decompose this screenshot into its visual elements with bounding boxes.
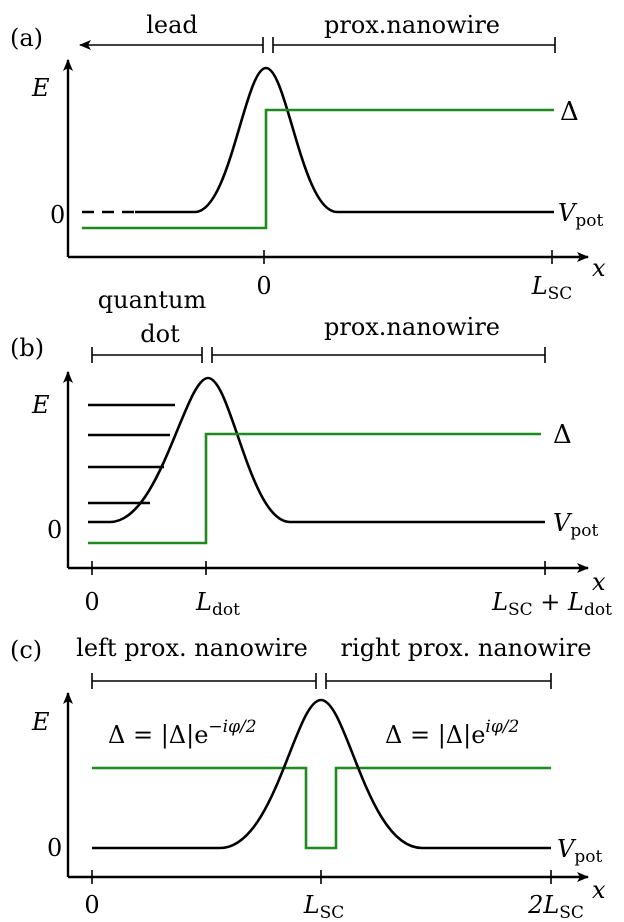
panel-c-delta-left: Δ = |Δ|e−iφ/2: [108, 717, 257, 750]
panel-c-left-label: left prox. nanowire: [76, 634, 308, 662]
panel-a-lead-label: lead: [146, 11, 198, 39]
panel-c-tick-lsc-label: LSC: [303, 891, 345, 922]
panel-c-vpot-label: Vpot: [557, 835, 602, 867]
panel-c: (c) left prox. nanowire right prox. nano…: [10, 634, 606, 922]
panel-a-potential-curve: [135, 66, 554, 214]
panel-b-tick-end-label: LSC + Ldot: [491, 588, 612, 620]
panel-c-tick-0-label: 0: [84, 891, 99, 919]
panel-b-dot-label-line1: quantum: [98, 286, 207, 314]
panel-b-delta-label: Δ: [553, 420, 572, 450]
panel-b-energy-label: E: [31, 391, 50, 419]
panel-a-vpot-label: Vpot: [558, 199, 603, 231]
panel-b-tag: (b): [10, 334, 44, 362]
panel-c-delta-right: Δ = |Δ|eiφ/2: [385, 717, 519, 750]
panel-b-zero-label: 0: [47, 516, 62, 544]
panel-b-tick-0-label: 0: [84, 588, 99, 616]
panel-a-tick-0-label: 0: [256, 272, 271, 300]
panel-c-gap-profile: [92, 766, 551, 850]
panel-c-energy-label: E: [31, 708, 50, 736]
panel-b-nanowire-label: prox.nanowire: [324, 313, 500, 341]
panel-b: (b) quantum dot prox.nanowire E 0 x 0 Ld…: [10, 286, 612, 620]
panel-b-potential-curve: [88, 376, 545, 524]
panel-a-nanowire-label: prox.nanowire: [324, 11, 500, 39]
panel-a-x-label: x: [592, 254, 606, 282]
panel-a-zero-label: 0: [50, 201, 65, 229]
panel-b-tick-ldot-label: Ldot: [195, 588, 240, 620]
panel-a-energy-label: E: [31, 74, 50, 102]
panel-a-tick-lsc-label: LSC: [531, 272, 573, 304]
panel-b-x-label: x: [592, 568, 606, 596]
panel-a-gap-step: [82, 108, 554, 230]
panel-c-potential-curve: [92, 698, 551, 850]
panel-c-x-label: x: [592, 876, 606, 904]
panel-c-zero-label: 0: [47, 834, 62, 862]
panel-a-delta-label: Δ: [560, 97, 579, 127]
panel-b-gap-step: [88, 432, 541, 545]
panel-c-right-label: right prox. nanowire: [341, 634, 592, 662]
panel-a-tag: (a): [10, 24, 43, 52]
panel-b-vpot-label: Vpot: [553, 509, 598, 541]
panel-c-tick-2lsc-label: 2LSC: [527, 891, 584, 922]
panel-a: (a) lead prox.nanowire E 0 x 0 LSC Δ Vpo…: [10, 11, 606, 304]
panel-b-dot-label-line2: dot: [140, 320, 180, 348]
panel-c-tag: (c): [10, 636, 42, 664]
